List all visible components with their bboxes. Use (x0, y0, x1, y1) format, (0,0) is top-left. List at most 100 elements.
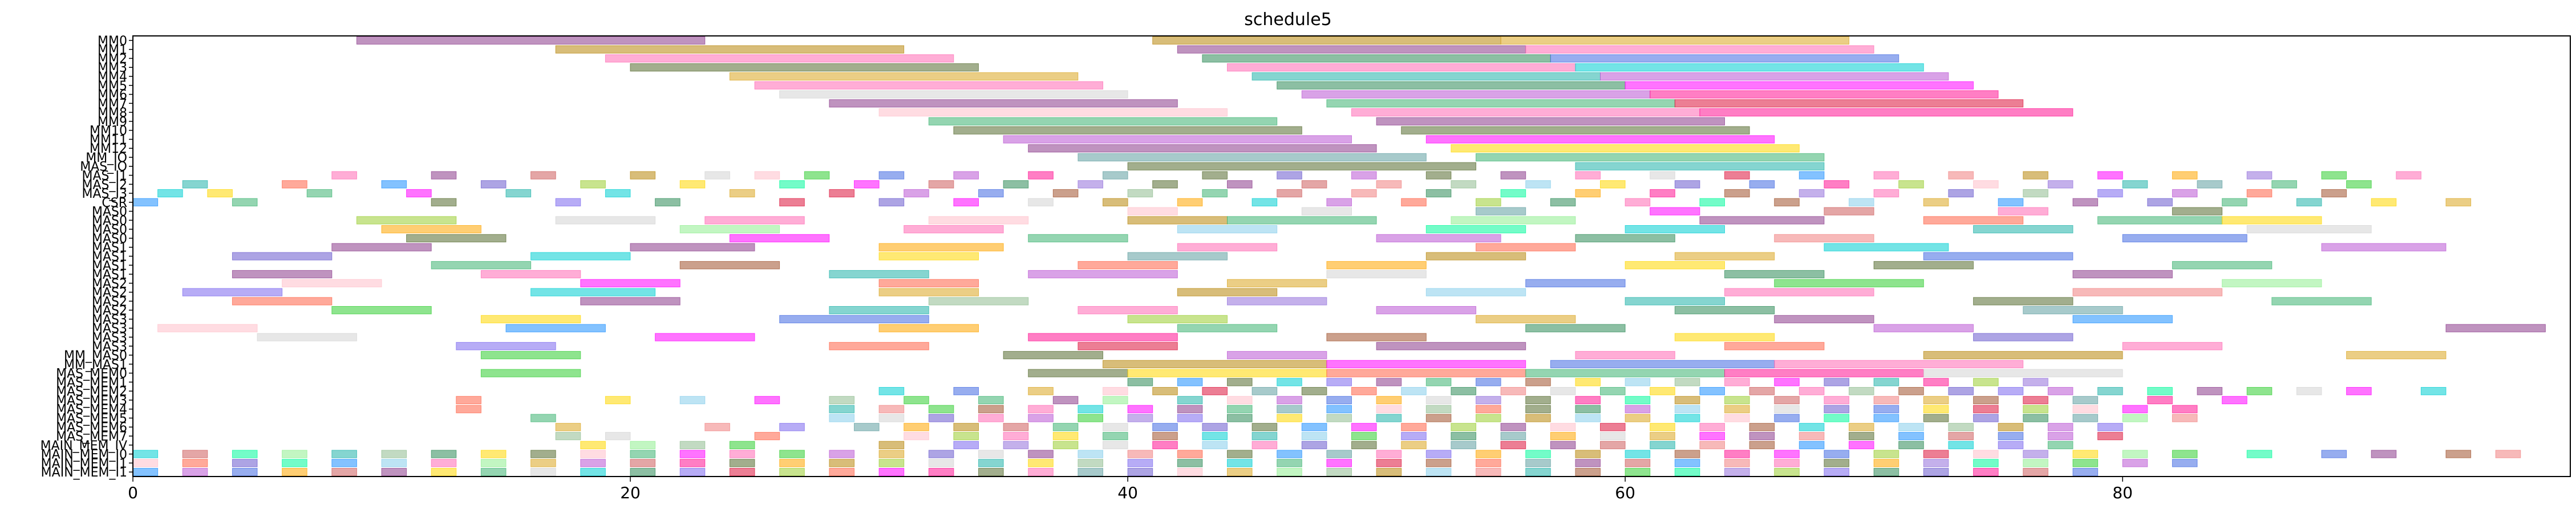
bar-457 (1251, 431, 1278, 441)
bar-20 (1650, 90, 1999, 99)
bar-213 (2047, 180, 2073, 189)
bar-508 (381, 450, 407, 458)
bar-297 (1923, 378, 1949, 386)
bar-70 (729, 234, 830, 243)
bar-227 (978, 189, 1004, 198)
bar-101 (1326, 270, 1427, 279)
bar-414 (2023, 414, 2048, 422)
bar-361 (829, 405, 855, 413)
bar-513 (630, 450, 656, 458)
bar-501 (1998, 441, 2024, 450)
bar-44 (1028, 369, 1128, 377)
bar-609 (978, 468, 1004, 477)
y-tick-label-27: MAS2 (92, 277, 127, 291)
bar-622 (1625, 468, 1651, 477)
bar-120 (928, 297, 1029, 306)
bar-352 (1824, 396, 1849, 405)
bar-243 (2172, 189, 2198, 198)
bar-339 (1177, 396, 1203, 405)
bar-97 (232, 270, 333, 279)
bar-402 (1425, 414, 1452, 422)
bar-133 (1127, 315, 1228, 324)
bar-331 (605, 396, 631, 405)
y-tick-label-25: MAS1 (92, 259, 127, 273)
bar-54 (1127, 216, 1228, 225)
bar-194 (580, 180, 606, 189)
bar-408 (1724, 414, 1750, 422)
bar-26 (1699, 108, 2073, 117)
bar-256 (1177, 198, 1203, 207)
bar-263 (1699, 198, 1725, 207)
bar-73 (1575, 234, 1675, 243)
chart-title: schedule5 (1244, 10, 1332, 30)
bar-540 (1973, 450, 1999, 458)
bar-422 (904, 423, 929, 431)
bar-67 (1973, 225, 2073, 234)
bar-300 (878, 387, 905, 396)
bar-510 (480, 450, 507, 458)
bar-106 (878, 279, 979, 288)
bar-424 (1003, 423, 1029, 431)
bar-456 (1202, 431, 1228, 441)
bar-56 (1451, 216, 1576, 225)
bar-45 (1127, 369, 1327, 377)
bar-476 (630, 441, 656, 450)
bar-366 (1078, 405, 1104, 413)
bar-192 (381, 180, 407, 189)
y-tick-label-7: MM7 (98, 97, 127, 111)
bar-344 (1425, 396, 1452, 405)
bar-337 (1052, 396, 1079, 405)
bar-435 (1550, 423, 1576, 431)
bar-320 (1948, 387, 1974, 396)
bar-23 (1674, 99, 2024, 108)
y-tick-label-29: MAS2 (92, 295, 127, 309)
bar-539 (1923, 450, 1949, 458)
bar-346 (1525, 396, 1551, 405)
bar-381 (1824, 405, 1849, 413)
bar-265 (1849, 198, 1874, 207)
bar-321 (1998, 387, 2024, 396)
bar-286 (1376, 378, 1402, 386)
bar-90 (431, 261, 532, 270)
bar-557 (480, 459, 507, 467)
bar-205 (1451, 180, 1476, 189)
bar-140 (1177, 324, 1278, 332)
bar-107 (1227, 279, 1327, 288)
bar-169 (878, 171, 905, 180)
bar-79 (1177, 243, 1278, 251)
bar-515 (729, 450, 755, 458)
bar-19 (1301, 90, 1651, 99)
bar-570 (1127, 459, 1153, 467)
bar-50 (356, 216, 457, 225)
bar-379 (1724, 405, 1750, 413)
bar-569 (1078, 459, 1104, 467)
bar-138 (505, 324, 606, 332)
bar-594 (232, 468, 258, 477)
bar-172 (1103, 171, 1128, 180)
bar-37 (1127, 162, 1476, 170)
bar-217 (2346, 180, 2372, 189)
bar-336 (978, 396, 1004, 405)
bar-553 (282, 459, 307, 467)
bar-229 (1127, 189, 1153, 198)
bar-93 (1326, 261, 1427, 270)
bar-116 (1724, 288, 1874, 296)
bar-65 (1425, 225, 1526, 234)
bar-439 (1749, 423, 1775, 431)
y-tick-label-46: MAIN_MEM_I0 (41, 448, 127, 462)
bar-18 (779, 90, 1128, 99)
bar-384 (1973, 405, 1999, 413)
bar-357 (2072, 396, 2099, 405)
y-tick-label-31: MAS3 (92, 313, 127, 327)
bar-134 (1476, 315, 1576, 324)
bar-315 (1699, 387, 1725, 396)
bar-224 (729, 189, 755, 198)
y-tick-label-34: MAS3 (92, 340, 127, 354)
bar-369 (1227, 405, 1253, 413)
bar-504 (182, 450, 208, 458)
bar-311 (1500, 387, 1526, 396)
bar-494 (1650, 441, 1675, 450)
bar-389 (530, 414, 556, 422)
y-tick-label-0: MM0 (98, 34, 127, 48)
bar-345 (1476, 396, 1501, 405)
